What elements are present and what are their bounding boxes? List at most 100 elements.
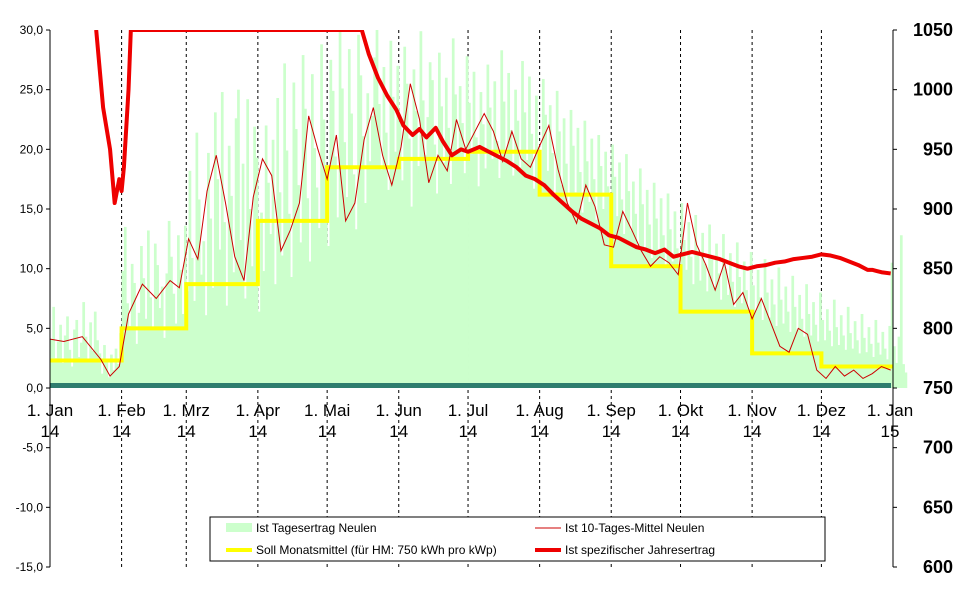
x-axis-ticks: 1. Jan 14 1. Feb 14 1. Mrz 14 1. Apr 14 1. Mai 14… — [27, 401, 913, 441]
legend-label-jahresertrag: Ist spezifischer Jahresertrag — [565, 543, 715, 557]
daily-yield-bar — [775, 325, 778, 388]
daily-yield-bar — [565, 163, 568, 388]
daily-yield-bar — [234, 118, 238, 388]
daily-yield-bar — [190, 257, 194, 388]
daily-yield-bar — [350, 113, 353, 389]
daily-yield-bar — [461, 123, 464, 388]
daily-yield-bar — [735, 242, 739, 388]
daily-yield-bar — [583, 120, 587, 389]
daily-yield-bar — [705, 291, 709, 388]
daily-yield-bar — [218, 249, 222, 388]
daily-yield-bar — [52, 306, 56, 388]
daily-yield-bar — [719, 299, 723, 388]
daily-yield-bar — [100, 373, 104, 388]
daily-yield-bar — [357, 34, 360, 388]
daily-yield-bar — [308, 261, 312, 388]
daily-yield-bar — [826, 309, 829, 388]
left-tick-label: -10,0 — [16, 500, 44, 514]
legend-label-soll: Soll Monatsmittel (für HM: 750 kWh pro k… — [256, 543, 497, 557]
daily-yield-bar — [153, 243, 157, 388]
daily-yield-bar — [352, 174, 356, 388]
daily-yield-bar — [664, 267, 668, 388]
daily-yield-bar — [377, 103, 381, 388]
avg10-line — [50, 83, 891, 380]
daily-yield-bar — [237, 89, 240, 389]
left-tick-label: 25,0 — [20, 83, 44, 97]
daily-yield-bar — [627, 191, 631, 388]
daily-yield-bar — [491, 158, 494, 388]
daily-yield-bar — [366, 93, 370, 388]
daily-yield-bar — [615, 216, 619, 388]
daily-yield-bar — [791, 275, 795, 388]
daily-yield-bar — [463, 173, 467, 388]
daily-yield-bar — [479, 92, 483, 388]
daily-yield-bar — [590, 138, 594, 388]
daily-yield-bar — [167, 220, 171, 388]
daily-yield-bar — [428, 62, 432, 388]
daily-yield-bar — [893, 346, 896, 388]
daily-yield-bar — [93, 311, 97, 388]
daily-yield-bar — [809, 335, 813, 388]
x-tick-label: 1. Jul — [448, 401, 489, 420]
daily-yield-bar — [511, 175, 515, 388]
daily-yield-bar — [696, 250, 700, 388]
daily-yield-bar — [650, 257, 654, 388]
daily-yield-bar — [530, 133, 534, 388]
daily-yield-bar — [327, 245, 330, 388]
daily-yield-bar — [595, 219, 598, 388]
daily-yield-bar — [846, 306, 850, 388]
x-tick-year: 14 — [389, 422, 408, 441]
daily-yield-bar — [287, 213, 291, 388]
daily-yield-bar — [895, 362, 899, 388]
daily-yield-bar — [504, 150, 508, 388]
x-tick-label: 1. Jun — [376, 401, 422, 420]
daily-yield-bar — [264, 125, 268, 388]
daily-yield-bar — [581, 212, 584, 388]
x-tick-label: 1. Jan — [27, 401, 73, 420]
daily-yield-bar — [211, 287, 215, 388]
daily-yield-bar — [662, 235, 665, 388]
daily-yield-bar — [634, 213, 638, 388]
daily-yield-bar — [163, 337, 166, 388]
daily-yield-bar — [673, 211, 677, 388]
right-tick-label: 600 — [923, 557, 953, 577]
daily-yield-bar — [165, 273, 169, 388]
left-tick-label: 5,0 — [26, 321, 43, 335]
daily-yield-bar — [465, 56, 469, 389]
daily-yield-bar — [297, 185, 300, 388]
daily-yield-bar — [394, 151, 397, 388]
daily-yield-bar — [724, 268, 728, 388]
daily-yield-bar — [86, 361, 90, 388]
daily-yield-bar — [812, 302, 815, 388]
daily-yield-bar — [498, 177, 501, 388]
daily-yield-bar — [260, 212, 263, 388]
daily-yield-bar — [89, 322, 92, 388]
legend-label-avg10: Ist 10-Tages-Mittel Neulen — [565, 521, 704, 535]
daily-yield-bar — [290, 277, 293, 388]
daily-yield-bar — [368, 161, 372, 388]
daily-yield-bar — [414, 111, 418, 388]
daily-yield-bar — [886, 359, 889, 388]
daily-yield-bar — [532, 188, 536, 388]
right-tick-label: 700 — [923, 438, 953, 458]
daily-yield-bar — [149, 297, 153, 388]
x-tick-year: 14 — [318, 422, 337, 441]
daily-yield-bar — [292, 82, 296, 389]
daily-yield-bar — [879, 354, 882, 388]
daily-yield-bar — [361, 136, 365, 388]
daily-yield-bar — [421, 100, 425, 388]
daily-yield-bar — [729, 253, 732, 388]
daily-yield-bar — [267, 182, 270, 388]
daily-yield-bar — [371, 115, 374, 389]
daily-yield-bar — [126, 303, 129, 388]
daily-yield-bar — [347, 49, 351, 389]
daily-yield-bar — [802, 336, 806, 388]
daily-yield-bar — [805, 284, 808, 388]
x-tick-year: 14 — [530, 422, 549, 441]
daily-yield-bar — [144, 318, 148, 388]
left-tick-label: 20,0 — [20, 142, 44, 156]
zero-baseline — [50, 383, 891, 388]
daily-yield-bar — [133, 282, 136, 388]
daily-yield-bar — [514, 89, 517, 389]
x-tick-year: 14 — [177, 422, 196, 441]
